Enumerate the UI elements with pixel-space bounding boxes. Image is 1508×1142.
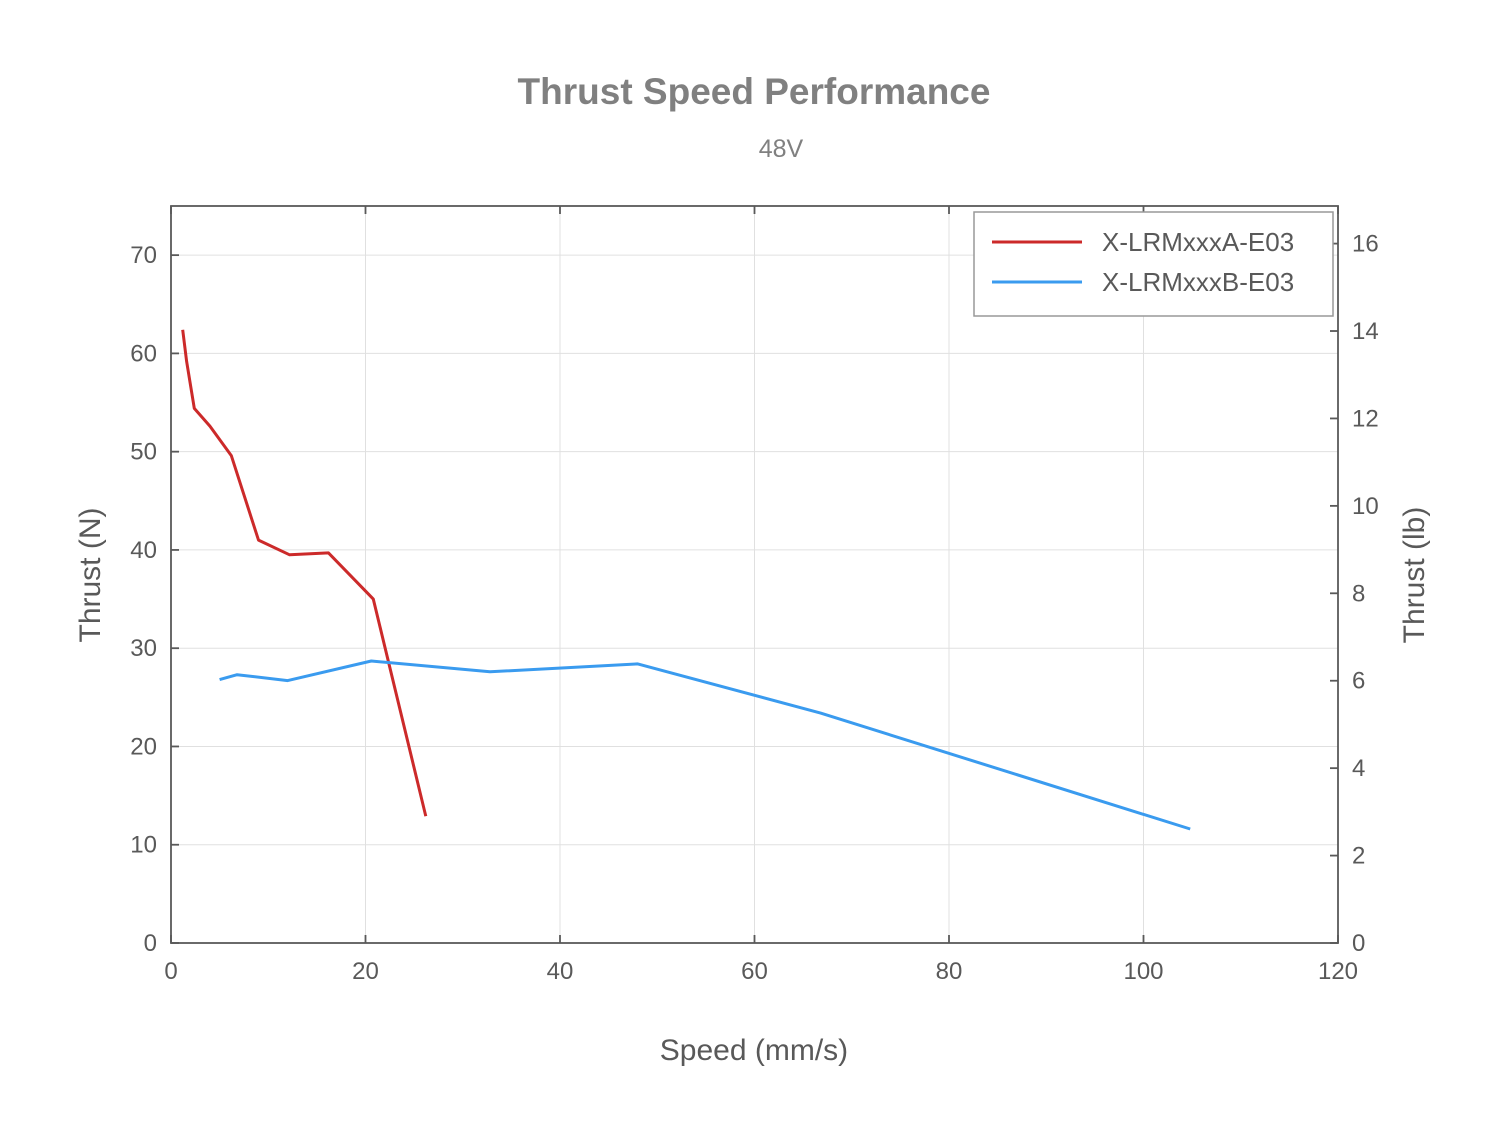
y2-tick-label: 12: [1352, 405, 1379, 432]
axis-ticks: 0 20 40 60 80 100 1200102030405060700246810121…: [130, 206, 1379, 985]
y2-axis-label: Thrust (lb): [1398, 507, 1431, 644]
y-tick-label: 10: [130, 832, 157, 859]
x-axis-label: Speed (mm/s): [660, 1034, 848, 1067]
y-tick-label: 50: [130, 439, 157, 466]
y2-tick-label: 2: [1352, 843, 1365, 870]
y2-tick-label: 14: [1352, 318, 1379, 345]
y-tick-label: 40: [130, 537, 157, 564]
y-tick-label: 70: [130, 242, 157, 269]
y-tick-label: 20: [130, 733, 157, 760]
series-line-b: [219, 659, 1191, 831]
y2-tick-label: 10: [1352, 493, 1379, 520]
y-tick-label: 60: [130, 340, 157, 367]
legend: X-LRMxxxA-E03 X-LRMxxxB-E03: [973, 211, 1334, 317]
y-axis-label: Thrust (N): [74, 508, 107, 643]
x-tick-label: 20: [352, 958, 379, 985]
y2-tick-label: 8: [1352, 580, 1365, 607]
legend-box: [973, 211, 1334, 317]
y2-tick-label: 4: [1352, 755, 1365, 782]
x-tick-label: 80: [936, 958, 963, 985]
x-tick-label: 40: [547, 958, 574, 985]
y2-tick-label: 16: [1352, 231, 1379, 258]
y2-tick-label: 6: [1352, 668, 1365, 695]
y-tick-label: 0: [144, 930, 157, 957]
chart-title: Thrust Speed Performance: [518, 71, 991, 112]
x-tick-label: 100: [1123, 958, 1163, 985]
x-tick-label: 120: [1318, 958, 1358, 985]
y-tick-label: 30: [130, 635, 157, 662]
legend-label-series-a: X-LRMxxxA-E03: [1102, 227, 1294, 257]
series-lines: [181, 329, 1191, 831]
legend-label-series-b: X-LRMxxxB-E03: [1102, 267, 1294, 297]
x-tick-label: 0: [164, 958, 177, 985]
x-tick-label: 60: [741, 958, 768, 985]
grid: [170, 206, 1339, 944]
chart-subtitle: 48V: [759, 135, 804, 163]
series-line-a: [181, 329, 428, 817]
y2-tick-label: 0: [1352, 930, 1365, 957]
